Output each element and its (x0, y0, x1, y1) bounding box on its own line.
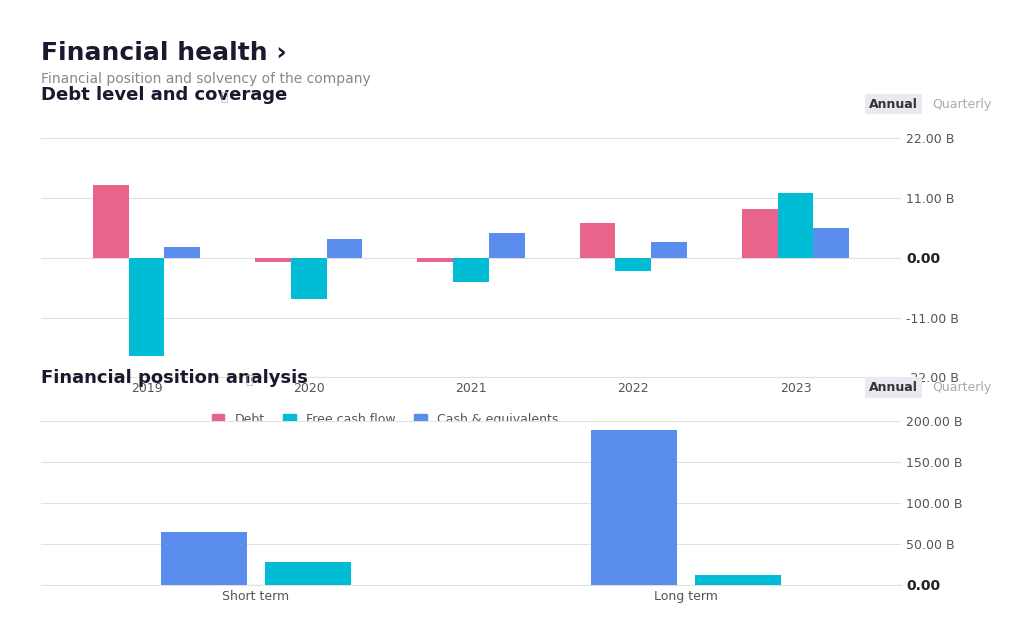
Bar (813, 228, 849, 258)
Legend: Debt, Free cash flow, Cash & equivalents: Debt, Free cash flow, Cash & equivalents (207, 408, 563, 431)
Text: Financial position analysis: Financial position analysis (41, 369, 308, 387)
Legend: Assets, Liabilities: Assets, Liabilities (298, 625, 472, 629)
Bar (93, 184, 129, 258)
Text: Quarterly: Quarterly (932, 381, 991, 394)
Bar (592, 430, 678, 585)
Text: Annual: Annual (869, 381, 918, 394)
Bar (418, 258, 454, 262)
Text: Quarterly: Quarterly (932, 98, 991, 111)
Text: ⓘ: ⓘ (220, 91, 227, 104)
Text: ⓘ: ⓘ (246, 374, 253, 387)
Bar (291, 258, 327, 299)
Bar (615, 258, 651, 272)
Bar (255, 258, 291, 262)
Bar (264, 562, 350, 585)
Text: Debt level and coverage: Debt level and coverage (41, 86, 287, 104)
Bar (778, 192, 813, 258)
Bar (580, 223, 615, 258)
Text: Annual: Annual (869, 98, 918, 111)
Bar (742, 209, 778, 258)
Bar (651, 242, 687, 258)
Bar (694, 575, 780, 585)
Bar (488, 233, 524, 258)
Bar (164, 247, 200, 258)
Text: Financial position and solvency of the company: Financial position and solvency of the c… (41, 72, 371, 86)
Bar (454, 258, 488, 282)
Bar (129, 258, 164, 355)
Bar (327, 239, 362, 258)
Bar (162, 532, 248, 585)
Text: Financial health ›: Financial health › (41, 41, 287, 65)
